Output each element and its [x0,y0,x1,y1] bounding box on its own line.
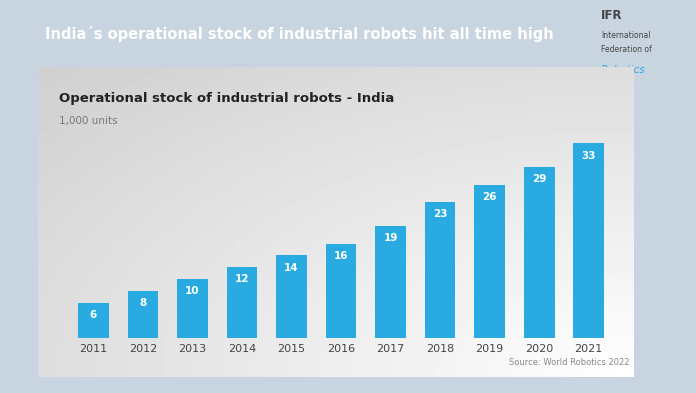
Text: India´s operational stock of industrial robots hit all time high: India´s operational stock of industrial … [45,26,553,42]
Text: 1,000 units: 1,000 units [59,116,118,126]
Text: 10: 10 [185,286,200,296]
Text: 23: 23 [433,209,448,219]
Text: Federation of: Federation of [601,45,652,54]
Text: 16: 16 [334,251,348,261]
Text: Robotics: Robotics [601,65,646,75]
Bar [425,202,455,338]
Bar [574,143,604,338]
Text: 29: 29 [532,174,546,184]
Text: 14: 14 [284,263,299,272]
Bar [474,185,505,338]
Bar [375,226,406,338]
Text: 6: 6 [90,310,97,320]
Text: Operational stock of industrial robots - India: Operational stock of industrial robots -… [59,92,395,105]
Text: 8: 8 [139,298,147,308]
Bar [227,267,258,338]
Text: 33: 33 [581,151,596,160]
Bar [276,255,307,338]
Bar [78,303,109,338]
Text: 19: 19 [383,233,397,243]
Text: 12: 12 [235,274,249,284]
Text: International: International [601,31,651,40]
Text: Source: World Robotics 2022: Source: World Robotics 2022 [509,358,630,367]
Text: IFR: IFR [601,9,622,22]
Bar [326,244,356,338]
Bar [177,279,208,338]
Bar [524,167,555,338]
Text: 26: 26 [482,192,497,202]
Bar [127,291,158,338]
